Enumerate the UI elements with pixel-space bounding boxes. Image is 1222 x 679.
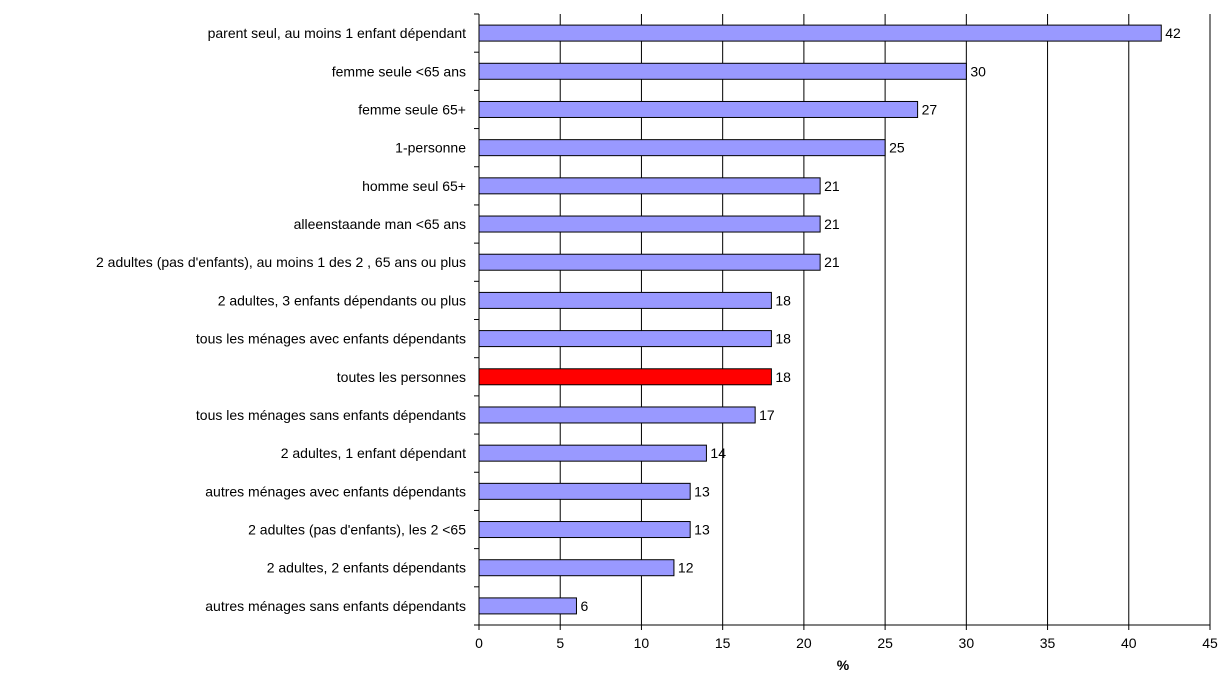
data-label-8: 18 — [775, 331, 791, 347]
data-label-3: 25 — [889, 140, 905, 156]
data-label-9: 18 — [775, 369, 791, 385]
data-label-2: 27 — [922, 101, 938, 117]
category-label-1: femme seule <65 ans — [332, 63, 466, 79]
category-label-11: 2 adultes, 1 enfant dépendant — [281, 445, 466, 461]
bar-2 — [478, 100, 919, 118]
data-label-15: 6 — [580, 598, 588, 614]
category-label-4: homme seul 65+ — [362, 178, 466, 194]
data-label-12: 13 — [694, 483, 710, 499]
category-label-15: autres ménages sans enfants dépendants — [205, 598, 466, 614]
bar-8 — [478, 330, 772, 348]
bar-13 — [478, 521, 691, 539]
labels: parent seul, au moins 1 enfant dépendant… — [96, 25, 1218, 651]
data-label-10: 17 — [759, 407, 775, 423]
data-label-1: 30 — [970, 63, 986, 79]
bar-14 — [478, 559, 675, 577]
category-label-10: tous les ménages sans enfants dépendants — [196, 407, 466, 423]
x-tick-label-0: 0 — [475, 635, 483, 651]
category-label-8: tous les ménages avec enfants dépendants — [196, 331, 466, 347]
bar-5 — [478, 215, 821, 233]
bar-11 — [478, 444, 707, 462]
x-tick-label-25: 25 — [877, 635, 893, 651]
x-tick-label-5: 5 — [556, 635, 564, 651]
data-label-11: 14 — [710, 445, 726, 461]
x-tick-label-10: 10 — [634, 635, 650, 651]
x-axis-title: % — [837, 657, 850, 673]
x-tick-label-20: 20 — [796, 635, 812, 651]
x-tick-label-45: 45 — [1202, 635, 1218, 651]
x-tick-label-30: 30 — [959, 635, 975, 651]
bar-0 — [478, 24, 1162, 42]
bar-1 — [478, 62, 967, 80]
data-label-14: 12 — [678, 560, 694, 576]
bar-4 — [478, 177, 821, 195]
category-label-6: 2 adultes (pas d'enfants), au moins 1 de… — [96, 254, 466, 270]
data-label-13: 13 — [694, 522, 710, 538]
data-label-5: 21 — [824, 216, 840, 232]
category-label-13: 2 adultes (pas d'enfants), les 2 <65 — [248, 522, 466, 538]
x-tick-label-15: 15 — [715, 635, 731, 651]
bar-6 — [478, 253, 821, 271]
data-label-7: 18 — [775, 292, 791, 308]
bar-3 — [478, 139, 886, 157]
x-tick-label-40: 40 — [1121, 635, 1137, 651]
category-label-14: 2 adultes, 2 enfants dépendants — [267, 560, 466, 576]
category-label-3: 1-personne — [395, 140, 466, 156]
category-label-5: alleenstaande man <65 ans — [294, 216, 466, 232]
data-label-0: 42 — [1165, 25, 1181, 41]
category-label-0: parent seul, au moins 1 enfant dépendant — [208, 25, 467, 41]
bar-15 — [478, 597, 577, 615]
bar-9 — [478, 368, 772, 386]
category-label-9: toutes les personnes — [337, 369, 466, 385]
axes — [474, 13, 1211, 630]
category-label-12: autres ménages avec enfants dépendants — [205, 483, 466, 499]
bar-12 — [478, 482, 691, 500]
bar-10 — [478, 406, 756, 424]
x-tick-label-35: 35 — [1040, 635, 1056, 651]
category-label-7: 2 adultes, 3 enfants dépendants ou plus — [218, 292, 466, 308]
data-label-4: 21 — [824, 178, 840, 194]
bars — [478, 24, 1162, 615]
data-label-6: 21 — [824, 254, 840, 270]
category-label-2: femme seule 65+ — [358, 101, 466, 117]
bar-7 — [478, 291, 772, 309]
